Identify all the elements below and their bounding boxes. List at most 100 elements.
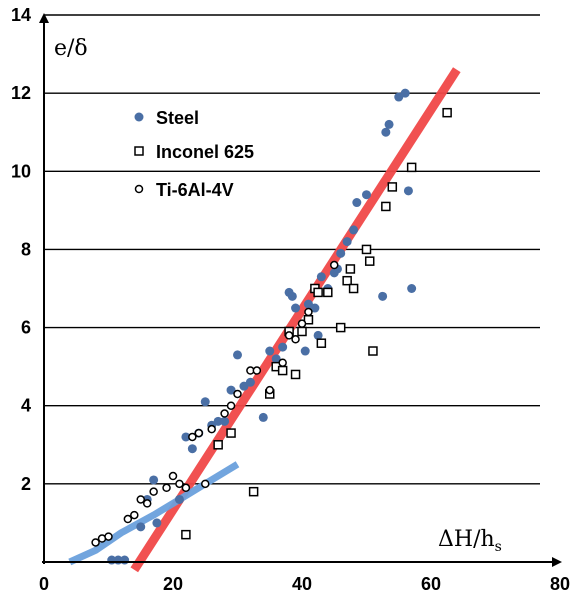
- grid-lines: [44, 14, 540, 485]
- x-tick-label-20: 20: [163, 574, 183, 594]
- point-filled-circle-21: [271, 354, 281, 364]
- point-filled-circle-38: [352, 198, 362, 208]
- point-filled-circle-28: [303, 299, 313, 309]
- point-open-square-2: [226, 428, 236, 438]
- data-points: [91, 88, 452, 565]
- point-filled-circle-43: [394, 92, 404, 102]
- legend-label-ti: Ti-6Al-4V: [156, 180, 234, 200]
- y-axis-arrow: [39, 13, 49, 23]
- y-tick-label-10: 10: [11, 161, 31, 181]
- point-open-circle-14: [201, 479, 210, 489]
- point-open-square-8: [290, 369, 301, 380]
- point-filled-circle-25: [291, 303, 301, 313]
- point-open-circle-8: [162, 483, 171, 493]
- point-open-circle-27: [330, 260, 339, 270]
- point-open-square-13: [316, 338, 327, 348]
- point-filled-circle-46: [407, 284, 417, 293]
- legend-marker-steel: [134, 112, 144, 122]
- point-filled-circle-42: [384, 119, 394, 129]
- point-open-circle-22: [278, 358, 287, 367]
- point-open-square-20: [364, 256, 375, 266]
- point-open-circle-10: [175, 479, 184, 489]
- x-axis-label-main: ΔH/h: [438, 527, 495, 552]
- point-open-circle-17: [226, 401, 236, 410]
- x-axis-arrow: [552, 557, 562, 567]
- x-tick-label-0: 0: [39, 574, 49, 594]
- point-filled-circle-16: [233, 350, 242, 360]
- point-filled-circle-29: [310, 303, 320, 313]
- point-filled-circle-39: [362, 190, 371, 200]
- point-open-square-19: [361, 244, 372, 255]
- point-open-circle-26: [304, 307, 313, 317]
- point-filled-circle-11: [200, 397, 210, 407]
- point-open-circle-21: [265, 385, 274, 395]
- legend-marker-ti: [134, 184, 144, 194]
- point-filled-circle-20: [265, 346, 275, 356]
- point-open-square-6: [277, 365, 288, 376]
- point-open-square-1: [213, 440, 223, 450]
- x-tick-label-60: 60: [421, 574, 441, 594]
- point-open-circle-0: [91, 538, 100, 547]
- point-filled-circle-22: [278, 342, 288, 352]
- legend-label-inconel: Inconel 625: [156, 142, 254, 162]
- point-filled-circle-15: [226, 385, 236, 395]
- y-tick-label-6: 6: [21, 318, 31, 338]
- y-tick-label-14: 14: [11, 5, 31, 25]
- point-open-square-21: [368, 346, 378, 356]
- point-filled-circle-17: [239, 381, 249, 391]
- point-filled-circle-5: [149, 475, 159, 485]
- x-axis-label: ΔH/hs: [438, 527, 502, 555]
- point-filled-circle-37: [349, 225, 359, 235]
- point-filled-circle-45: [403, 186, 413, 196]
- y-axis-label: e/δ: [54, 36, 88, 61]
- legend: Steel Inconel 625 Ti-6Al-4V: [134, 108, 254, 200]
- point-filled-circle-41: [381, 127, 391, 137]
- point-open-circle-2: [104, 532, 113, 541]
- point-filled-circle-24: [287, 291, 297, 301]
- point-open-square-16: [342, 275, 352, 286]
- point-open-circle-3: [123, 514, 133, 524]
- point-open-square-17: [345, 264, 356, 274]
- point-filled-circle-2: [120, 555, 130, 565]
- point-open-square-15: [335, 322, 346, 333]
- point-open-square-14: [323, 287, 333, 298]
- point-filled-circle-27: [300, 346, 310, 356]
- point-open-circle-24: [291, 335, 300, 344]
- legend-label-steel: Steel: [156, 108, 199, 128]
- point-open-circle-6: [142, 499, 152, 508]
- point-filled-circle-36: [342, 237, 352, 247]
- point-open-circle-20: [252, 366, 262, 375]
- point-filled-circle-9: [187, 444, 197, 454]
- point-open-circle-23: [284, 331, 294, 340]
- point-open-square-12: [313, 287, 323, 298]
- point-filled-circle-31: [316, 272, 326, 282]
- y-tick-label-8: 8: [21, 239, 31, 259]
- point-filled-circle-13: [213, 416, 223, 426]
- fit-line-blue_fit: [68, 461, 240, 566]
- point-open-square-25: [442, 107, 452, 118]
- point-filled-circle-35: [336, 248, 346, 258]
- point-filled-circle-8: [181, 432, 191, 442]
- point-open-square-22: [381, 201, 391, 212]
- x-tick-label-80: 80: [550, 574, 570, 594]
- point-open-circle-25: [297, 319, 307, 328]
- point-open-circle-12: [188, 432, 197, 442]
- point-open-circle-15: [207, 424, 216, 434]
- point-open-square-23: [387, 182, 398, 192]
- x-axis-label-subscript: s: [495, 539, 502, 555]
- point-open-circle-11: [181, 483, 191, 493]
- point-open-square-0: [181, 529, 191, 540]
- point-filled-circle-3: [136, 522, 146, 532]
- y-tick-label-4: 4: [21, 396, 31, 416]
- point-open-square-3: [248, 486, 259, 497]
- point-open-square-18: [348, 283, 359, 294]
- y-tick-label-2: 2: [21, 474, 31, 494]
- point-open-circle-13: [194, 428, 204, 438]
- point-filled-circle-7: [174, 494, 184, 504]
- point-filled-circle-40: [378, 291, 388, 301]
- point-open-circle-4: [130, 510, 139, 520]
- fit-lines: [68, 67, 461, 573]
- point-open-circle-7: [149, 487, 158, 496]
- point-open-circle-9: [168, 471, 178, 481]
